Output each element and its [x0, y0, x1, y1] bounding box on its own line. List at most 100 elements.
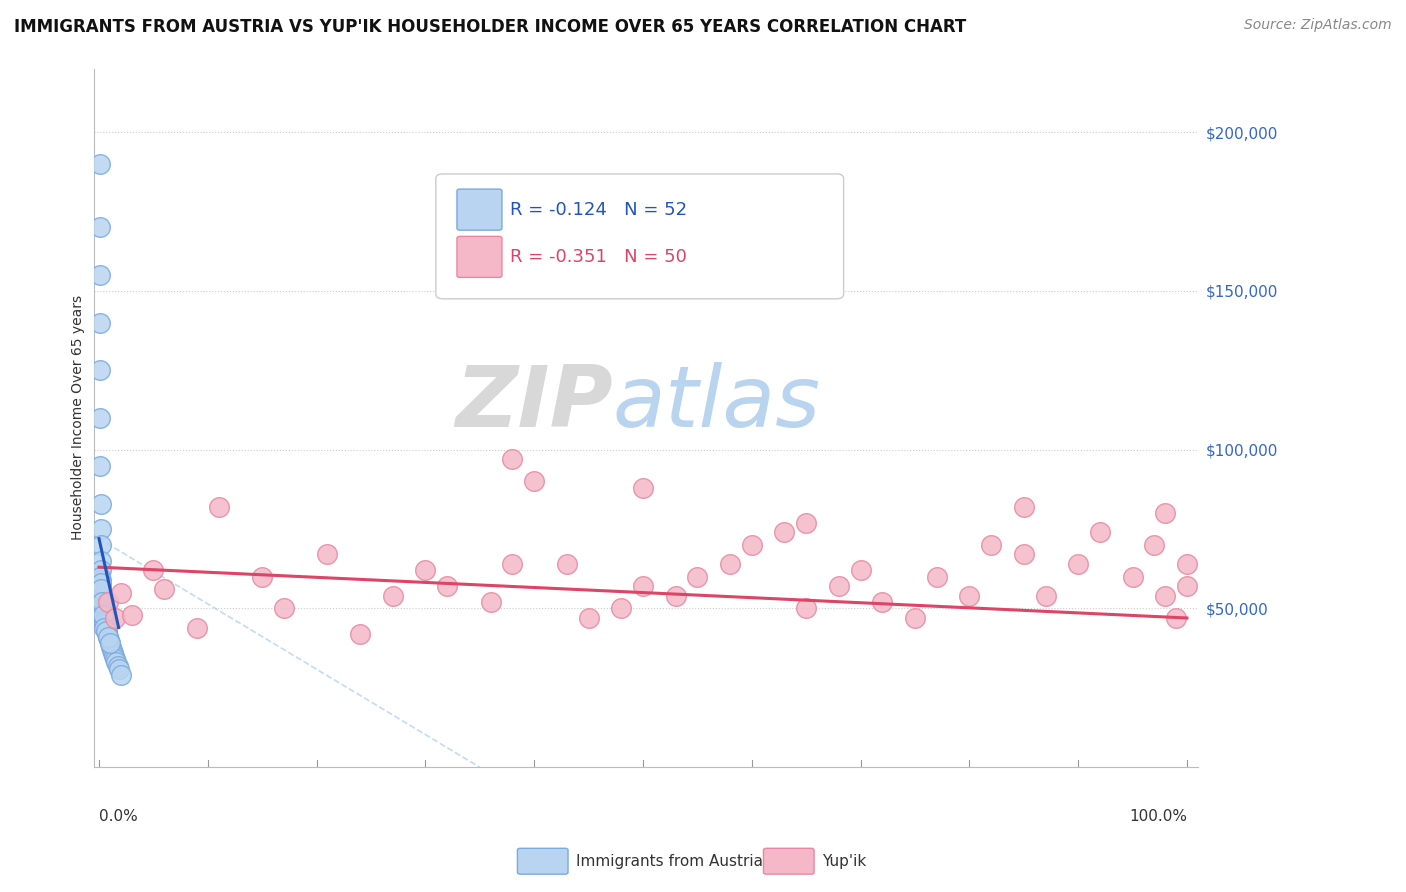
Point	[91, 595, 114, 609]
Text: 100.0%: 100.0%	[1129, 809, 1187, 824]
Point	[631, 579, 654, 593]
Point	[90, 538, 112, 552]
Point	[93, 620, 115, 634]
Point	[97, 595, 120, 609]
Point	[578, 611, 600, 625]
Point	[872, 595, 894, 609]
Point	[208, 500, 231, 514]
Point	[555, 557, 578, 571]
Point	[93, 607, 115, 622]
Point	[90, 579, 112, 593]
Point	[89, 268, 111, 282]
Point	[794, 516, 817, 530]
Point	[89, 458, 111, 473]
Text: Source: ZipAtlas.com: Source: ZipAtlas.com	[1244, 18, 1392, 32]
Point	[89, 363, 111, 377]
Point	[1035, 589, 1057, 603]
Point	[273, 601, 295, 615]
Point	[1012, 500, 1035, 514]
Y-axis label: Householder Income Over 65 years: Householder Income Over 65 years	[72, 295, 86, 541]
Point	[97, 630, 120, 644]
Point	[925, 570, 948, 584]
Point	[89, 316, 111, 330]
Point	[91, 603, 114, 617]
Point	[718, 557, 741, 571]
Point	[104, 611, 127, 625]
Point	[1154, 589, 1177, 603]
Point	[103, 649, 125, 664]
Point	[90, 576, 112, 591]
Point	[381, 589, 404, 603]
Point	[849, 563, 872, 577]
Point	[93, 615, 115, 630]
Point	[741, 538, 763, 552]
Text: Yup'ik: Yup'ik	[823, 854, 866, 869]
Point	[1012, 548, 1035, 562]
Point	[93, 613, 115, 627]
Point	[98, 636, 121, 650]
Point	[107, 662, 129, 676]
Point	[98, 636, 121, 650]
Point	[828, 579, 851, 593]
Point	[1122, 570, 1144, 584]
Point	[89, 410, 111, 425]
Point	[90, 585, 112, 599]
Point	[1154, 506, 1177, 520]
Point	[94, 624, 117, 638]
Point	[90, 573, 112, 587]
Point	[89, 220, 111, 235]
Point	[107, 658, 129, 673]
Point	[110, 585, 132, 599]
Text: R = -0.351   N = 50: R = -0.351 N = 50	[510, 248, 688, 266]
Point	[90, 563, 112, 577]
Point	[523, 475, 546, 489]
Point	[96, 627, 118, 641]
Point	[97, 633, 120, 648]
Point	[89, 570, 111, 584]
Point	[349, 627, 371, 641]
Point	[93, 614, 115, 628]
Point	[631, 481, 654, 495]
Point	[610, 601, 633, 615]
Text: 0.0%: 0.0%	[98, 809, 138, 824]
Point	[415, 563, 437, 577]
Point	[94, 620, 117, 634]
Point	[665, 589, 688, 603]
Point	[316, 548, 339, 562]
Point	[773, 525, 796, 540]
Point	[1164, 611, 1187, 625]
Point	[110, 668, 132, 682]
Point	[121, 607, 143, 622]
Point	[90, 591, 112, 606]
Point	[904, 611, 927, 625]
Point	[90, 589, 112, 603]
Point	[91, 601, 114, 615]
Point	[1143, 538, 1166, 552]
Text: atlas: atlas	[613, 362, 821, 445]
Point	[479, 595, 502, 609]
Point	[1088, 525, 1111, 540]
Point	[142, 563, 165, 577]
Point	[91, 599, 114, 613]
Point	[980, 538, 1002, 552]
Text: Immigrants from Austria: Immigrants from Austria	[576, 854, 763, 869]
Point	[186, 620, 208, 634]
Point	[686, 570, 709, 584]
Point	[90, 554, 112, 568]
Point	[436, 579, 458, 593]
Point	[94, 617, 117, 632]
Point	[90, 497, 112, 511]
Text: R = -0.124   N = 52: R = -0.124 N = 52	[510, 201, 688, 219]
Point	[105, 656, 128, 670]
Point	[101, 646, 124, 660]
Point	[91, 605, 114, 619]
Point	[250, 570, 273, 584]
Point	[100, 640, 122, 654]
Point	[90, 582, 112, 597]
Point	[1175, 557, 1198, 571]
Text: IMMIGRANTS FROM AUSTRIA VS YUP'IK HOUSEHOLDER INCOME OVER 65 YEARS CORRELATION C: IMMIGRANTS FROM AUSTRIA VS YUP'IK HOUSEH…	[14, 18, 966, 36]
Point	[93, 607, 115, 622]
Point	[957, 589, 980, 603]
Point	[93, 611, 115, 625]
Point	[101, 642, 124, 657]
